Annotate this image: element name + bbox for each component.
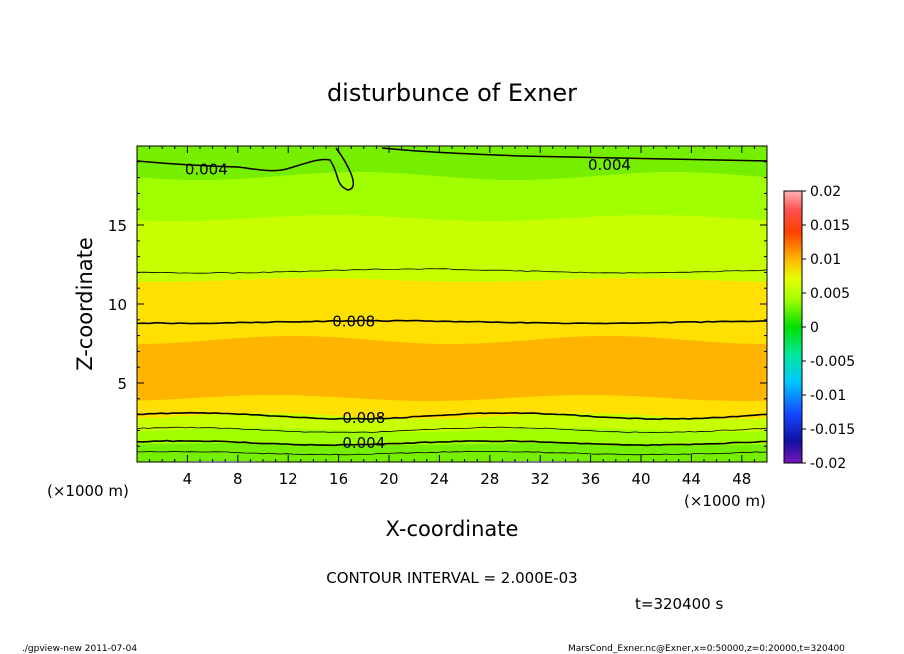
colorbar-tick-label: -0.01 bbox=[810, 388, 846, 404]
colorbar-tick-label: 0 bbox=[810, 320, 819, 336]
y-tick-label: 10 bbox=[108, 296, 127, 314]
x-unit-left: (×1000 m) bbox=[47, 482, 129, 500]
contour-interval-text: CONTOUR INTERVAL = 2.000E-03 bbox=[326, 569, 577, 587]
contour-label-4: 0.004 bbox=[342, 434, 385, 452]
x-tick-label: 24 bbox=[430, 470, 449, 488]
x-tick-label: 40 bbox=[631, 470, 650, 488]
x-tick-label: 28 bbox=[480, 470, 499, 488]
colorbar bbox=[784, 191, 802, 463]
x-tick-label: 20 bbox=[379, 470, 398, 488]
x-tick-label: 8 bbox=[233, 470, 243, 488]
chart-title: disturbunce of Exner bbox=[327, 79, 577, 107]
y-tick-label: 15 bbox=[108, 217, 127, 235]
y-tick-label: 5 bbox=[117, 375, 127, 393]
contour-label-0: 0.004 bbox=[185, 161, 228, 179]
y-axis-label: Z-coordinate bbox=[73, 237, 97, 371]
colorbar-tick-label: 0.005 bbox=[810, 286, 850, 302]
footer-left: ./gpview-new 2011-07-04 bbox=[22, 644, 137, 654]
colorbar-tick-label: 0.015 bbox=[810, 218, 850, 234]
x-tick-label: 16 bbox=[329, 470, 348, 488]
band-0-006 bbox=[137, 215, 767, 287]
colorbar-ticks: 0.02 0.015 0.01 0.005 0 -0.005 -0.01 -0.015 -0.0… bbox=[802, 184, 855, 472]
x-axis-label: X-coordinate bbox=[386, 517, 519, 541]
contour-label-3: 0.008 bbox=[342, 409, 385, 427]
contour-label-2: 0.008 bbox=[332, 312, 375, 330]
colorbar-tick-label: 0.01 bbox=[810, 252, 841, 268]
colorbar-tick-label: 0.02 bbox=[810, 184, 841, 200]
contour-label-1: 0.004 bbox=[588, 156, 631, 174]
time-text: t=320400 s bbox=[635, 595, 723, 613]
x-tick-label: 12 bbox=[279, 470, 298, 488]
x-tick-label: 4 bbox=[183, 470, 193, 488]
colorbar-tick-label: -0.015 bbox=[810, 422, 855, 438]
footer-right: MarsCond_Exner.nc@Exner,x=0:50000,z=0:20… bbox=[568, 644, 845, 654]
x-tick-label: 44 bbox=[682, 470, 701, 488]
colorbar-tick-label: -0.005 bbox=[810, 354, 855, 370]
x-tick-label: 48 bbox=[732, 470, 751, 488]
x-unit-right: (×1000 m) bbox=[684, 492, 766, 510]
colorbar-tick-label: -0.02 bbox=[810, 456, 846, 472]
x-tick-label: 32 bbox=[531, 470, 550, 488]
x-tick-label: 36 bbox=[581, 470, 600, 488]
